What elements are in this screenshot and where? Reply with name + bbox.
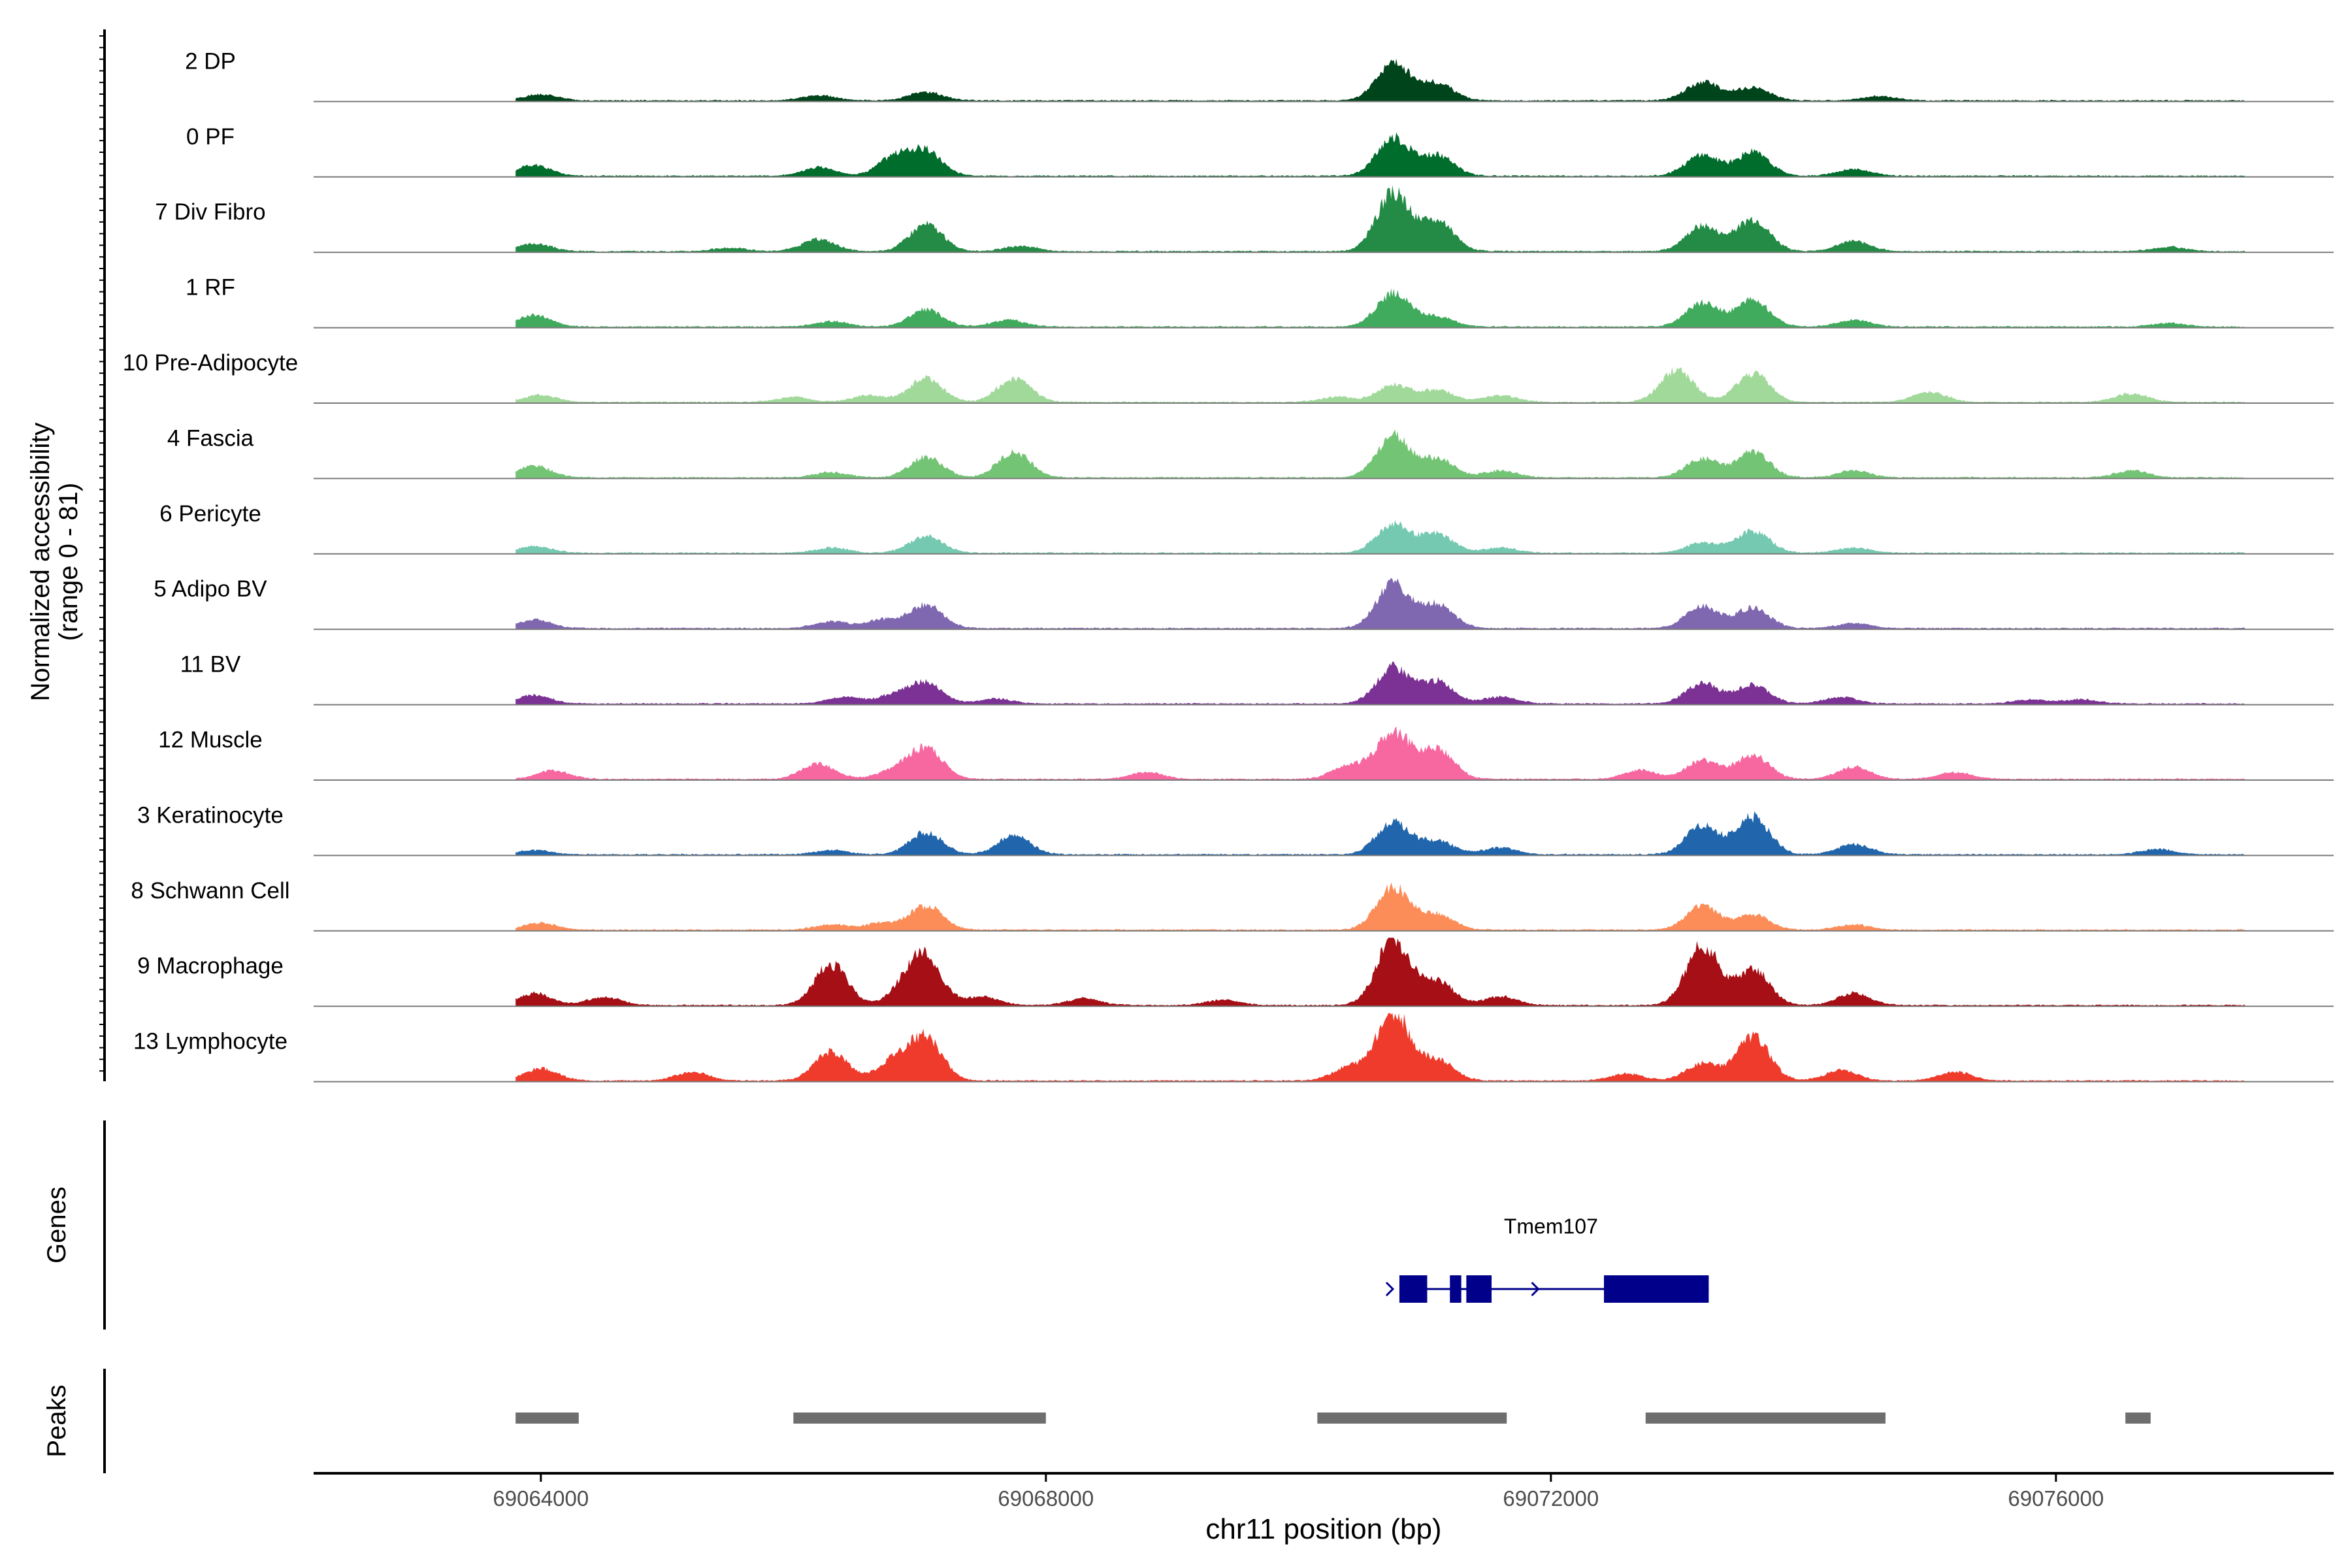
coverage-area bbox=[515, 288, 2246, 328]
track-label: 13 Lymphocyte bbox=[133, 1029, 287, 1054]
coverage-area bbox=[515, 58, 2246, 102]
track-label: 9 Macrophage bbox=[137, 953, 284, 979]
track-6-pericyte bbox=[314, 520, 2334, 555]
track-5-adipo-bv bbox=[314, 578, 2334, 630]
track-label: 2 DP bbox=[185, 48, 236, 74]
track-label: 7 Div Fibro bbox=[155, 199, 265, 225]
x-tick-label: 69068000 bbox=[998, 1486, 1094, 1511]
track-1-rf bbox=[314, 288, 2334, 329]
track-3-keratinocyte bbox=[314, 811, 2334, 857]
peak-regions bbox=[515, 1413, 2151, 1424]
gene-exon bbox=[1399, 1275, 1428, 1303]
track-4-fascia bbox=[314, 429, 2334, 480]
x-tick-label: 69076000 bbox=[2008, 1486, 2104, 1511]
track-8-schwann-cell bbox=[314, 882, 2334, 932]
peak-region bbox=[515, 1413, 579, 1424]
coverage-area bbox=[515, 520, 2246, 554]
coverage-area bbox=[515, 661, 2246, 705]
track-label: 6 Pericyte bbox=[159, 501, 261, 527]
track-11-bv bbox=[314, 661, 2334, 706]
track-label: 12 Muscle bbox=[158, 727, 263, 753]
peak-region bbox=[2125, 1413, 2151, 1424]
track-12-muscle bbox=[314, 726, 2334, 781]
track-label: 5 Adipo BV bbox=[154, 576, 267, 602]
track-0-pf bbox=[314, 132, 2334, 178]
gene-exon bbox=[1604, 1275, 1709, 1303]
track-9-macrophage bbox=[314, 938, 2334, 1007]
strand-arrow bbox=[1385, 1281, 1395, 1297]
track-label: 8 Schwann Cell bbox=[131, 878, 289, 904]
coverage-area bbox=[515, 429, 2246, 479]
coverage-area bbox=[515, 578, 2246, 630]
peak-region bbox=[1317, 1413, 1507, 1424]
track-label: 11 BV bbox=[180, 652, 241, 678]
track-label: 10 Pre-Adipocyte bbox=[123, 350, 298, 376]
track-10-pre-adipocyte bbox=[314, 367, 2334, 404]
track-7-div-fibro bbox=[314, 185, 2334, 253]
peaks-panel-label: Peaks bbox=[42, 1384, 71, 1457]
track-label: 4 Fascia bbox=[167, 425, 254, 451]
coverage-tracks bbox=[314, 58, 2334, 1083]
coverage-area bbox=[515, 726, 2246, 780]
y-axis-label-line1: Normalized accessibility bbox=[26, 423, 55, 702]
strand-arrow bbox=[1531, 1281, 1540, 1297]
track-label: 1 RF bbox=[186, 275, 235, 301]
y-axis-label-line2: (range 0 - 81) bbox=[54, 483, 83, 641]
track-label: 3 Keratinocyte bbox=[137, 802, 284, 828]
gene-name-label: Tmem107 bbox=[1504, 1215, 1598, 1238]
track-labels: 2 DP 0 PF 7 Div Fibro 1 RF 10 Pre-Adipocyte 4… bbox=[123, 48, 298, 1054]
coverage-area bbox=[515, 811, 2246, 856]
coverage-y-ticks bbox=[99, 35, 105, 1072]
coverage-area bbox=[515, 882, 2246, 931]
track-13-lymphocyte bbox=[314, 1013, 2334, 1083]
x-tick-label: 69064000 bbox=[493, 1486, 589, 1511]
genes-panel-label: Genes bbox=[42, 1186, 71, 1264]
peak-region bbox=[793, 1413, 1046, 1424]
x-axis-ticks: 69064000 69068000 69072000 69076000 bbox=[493, 1473, 2104, 1511]
gene-exon bbox=[1450, 1275, 1462, 1303]
gene-exon bbox=[1466, 1275, 1492, 1303]
coverage-area bbox=[515, 1013, 2246, 1082]
x-axis-label: chr11 position (bp) bbox=[1205, 1513, 1441, 1545]
coverage-area bbox=[515, 938, 2246, 1007]
gene-model bbox=[1385, 1275, 1709, 1303]
coverage-area bbox=[515, 367, 2246, 403]
coverage-area bbox=[515, 185, 2246, 253]
track-2-dp bbox=[314, 58, 2334, 103]
x-tick-label: 69072000 bbox=[1503, 1486, 1599, 1511]
track-label: 0 PF bbox=[186, 124, 235, 150]
coverage-area bbox=[515, 132, 2246, 177]
peak-region bbox=[1645, 1413, 1886, 1424]
